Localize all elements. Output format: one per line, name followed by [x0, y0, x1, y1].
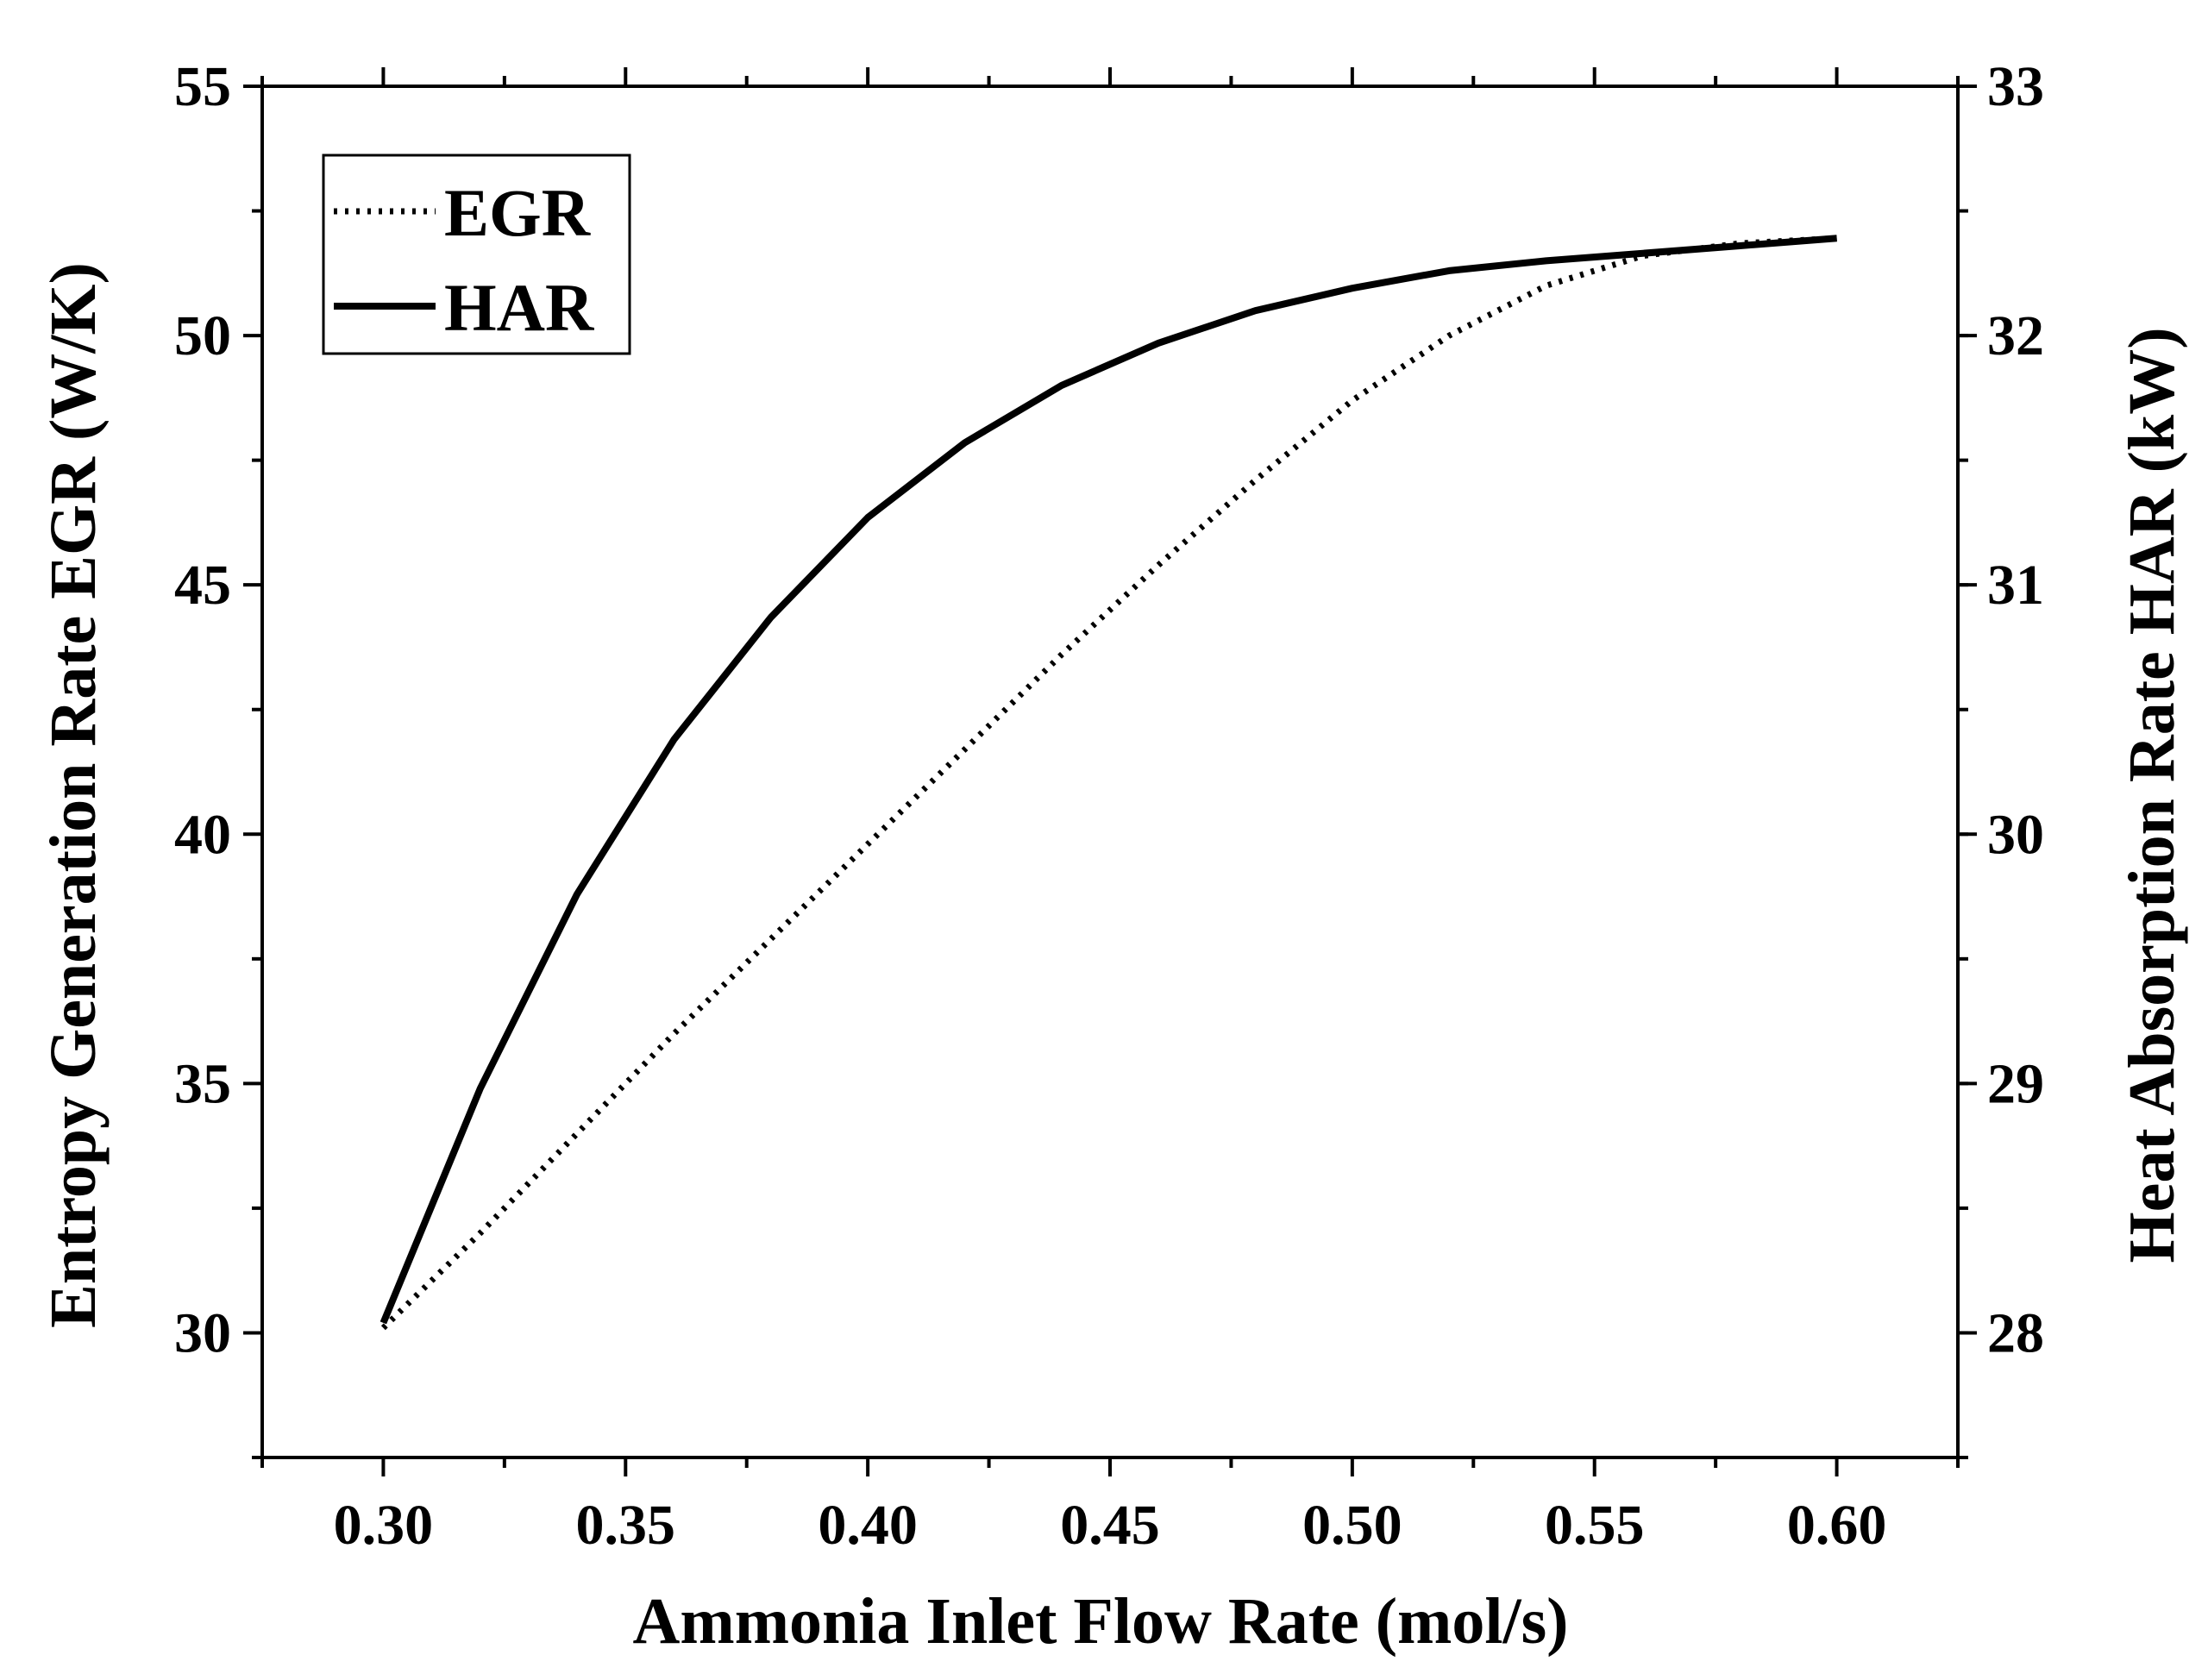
y-left-tick-label: 50 [174, 304, 231, 367]
legend-box [322, 154, 631, 355]
x-tick-label: 0.40 [818, 1494, 918, 1557]
series-line-har [380, 235, 1837, 1325]
legend-label-egr: EGR [444, 175, 592, 250]
x-tick-label: 0.55 [1545, 1494, 1645, 1557]
x-tick-label: 0.60 [1787, 1494, 1887, 1557]
x-tick-label: 0.35 [576, 1494, 676, 1557]
y-left-tick-label: 35 [174, 1052, 231, 1115]
y-axis-right-title: Heat Absorption Rate HAR (kW) [2116, 327, 2188, 1263]
y-left-tick-label: 30 [174, 1301, 231, 1364]
series-line-egr [380, 235, 1837, 1331]
x-tick-label: 0.30 [334, 1494, 434, 1557]
y-right-tick-label: 32 [1987, 304, 2044, 367]
y-left-tick-label: 45 [174, 554, 231, 617]
x-axis-title: Ammonia Inlet Flow Rate (mol/s) [633, 1585, 1569, 1658]
y-left-tick-label: 40 [174, 803, 231, 866]
y-axis-left-title: Entropy Generation Rate EGR (W/K) [37, 262, 110, 1328]
y-right-tick-label: 33 [1987, 55, 2044, 118]
x-tick-label: 0.50 [1302, 1494, 1402, 1557]
x-tick-label: 0.45 [1060, 1494, 1160, 1557]
y-right-tick-label: 30 [1987, 803, 2044, 866]
legend: EGR HAR [322, 154, 631, 355]
y-right-tick-label: 29 [1987, 1052, 2044, 1115]
legend-label-har: HAR [444, 270, 595, 345]
y-right-tick-label: 28 [1987, 1301, 2044, 1364]
y-right-tick-label: 31 [1987, 554, 2044, 617]
y-left-tick-label: 55 [174, 55, 231, 118]
